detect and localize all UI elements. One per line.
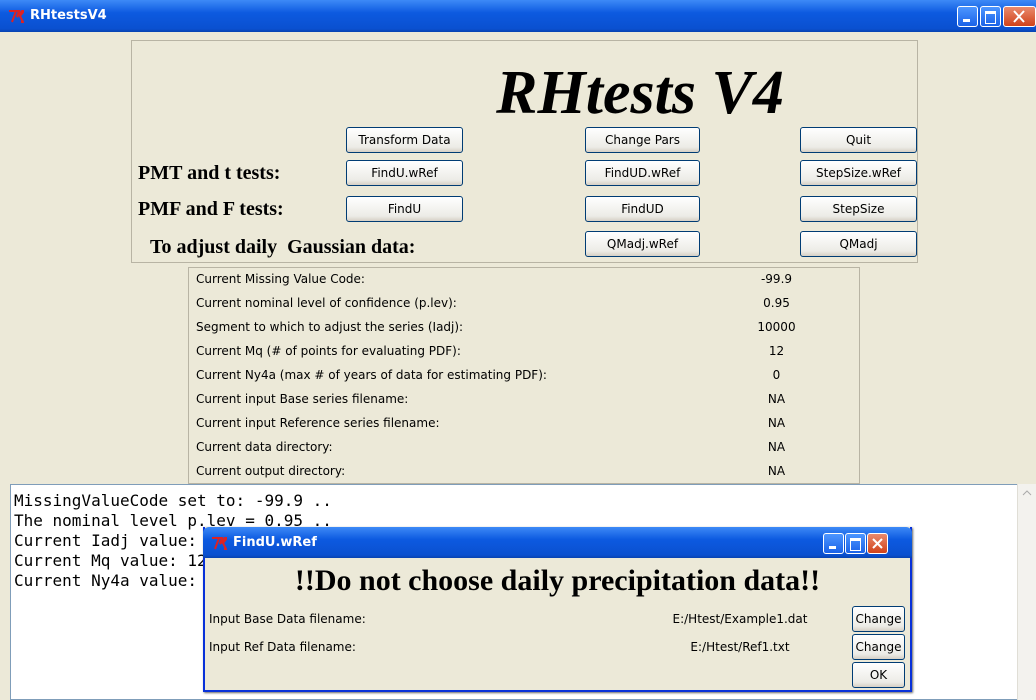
setting-value: NA <box>767 440 786 454</box>
setting-value: 10000 <box>757 320 796 334</box>
title-bar: RHtestsV4 <box>0 0 1036 32</box>
setting-value: 0.95 <box>763 296 790 310</box>
button[interactable]: StepSize.wRef <box>800 160 917 186</box>
button[interactable]: StepSize <box>800 196 917 222</box>
table-row: Current output directory: NA <box>189 460 859 484</box>
dialog-heading: !!Do not choose daily precipitation data… <box>294 564 821 597</box>
button[interactable]: FindU.wRef <box>346 160 463 186</box>
console-line: Current Mq value: 12 <box>14 551 207 570</box>
button[interactable]: FindU <box>346 196 463 222</box>
table-row: Current input Reference series filename:… <box>189 412 859 436</box>
app-icon <box>9 10 24 23</box>
button[interactable]: Quit <box>800 127 917 153</box>
settings-table: Current Missing Value Code: -99.9 Current … <box>188 267 860 484</box>
field-label: Input Ref Data filename: <box>209 640 356 654</box>
setting-label: Segment to which to adjust the series (I… <box>196 320 464 334</box>
setting-label: Current Ny4a (max # of years of data for… <box>196 368 547 382</box>
button[interactable]: Change Pars <box>585 127 700 153</box>
button[interactable]: Change <box>852 606 905 632</box>
setting-label: Current nominal level of confidence (p.l… <box>196 296 457 310</box>
table-row: Current Missing Value Code: -99.9 <box>189 268 859 292</box>
setting-label: Current Missing Value Code: <box>196 272 365 286</box>
setting-label: Current Mq (# of points for evaluating P… <box>196 344 461 358</box>
button[interactable]: QMadj.wRef <box>585 231 700 257</box>
button[interactable]: QMadj <box>800 231 917 257</box>
setting-value: NA <box>767 464 786 478</box>
app-icon <box>212 537 227 550</box>
setting-value: NA <box>767 416 786 430</box>
table-row: Current input Base series filename: NA <box>189 388 859 412</box>
field-value: E:/Htest/Example1.dat <box>672 612 808 626</box>
button[interactable]: FindUD <box>585 196 700 222</box>
console-line: The nominal level p.lev = 0.95 .. <box>14 511 332 530</box>
button[interactable]: Transform Data <box>346 127 463 153</box>
table-row: Current Mq (# of points for evaluating P… <box>189 340 859 364</box>
table-row: Segment to which to adjust the series (I… <box>189 316 859 340</box>
app-heading: RHtests V4 <box>496 59 784 127</box>
console-line: Current Ny4a value: 0 <box>14 571 217 590</box>
setting-label: Current data directory: <box>196 440 333 454</box>
button[interactable]: Change <box>852 634 905 660</box>
minimize-button[interactable] <box>957 6 978 27</box>
button[interactable]: OK <box>852 662 905 688</box>
setting-value: 0 <box>772 368 781 382</box>
setting-label: Current input Base series filename: <box>196 392 409 406</box>
maximize-button[interactable] <box>845 533 866 554</box>
row-label: PMF and F tests: <box>138 198 284 220</box>
row-label: To adjust daily Gaussian data: <box>150 236 416 258</box>
setting-value: -99.9 <box>760 272 793 286</box>
minimize-button[interactable] <box>823 533 844 554</box>
table-row: Current Ny4a (max # of years of data for… <box>189 364 859 388</box>
window-title: RHtestsV4 <box>30 8 107 23</box>
setting-label: Current input Reference series filename: <box>196 416 440 430</box>
field-value: E:/Htest/Ref1.txt <box>690 640 790 654</box>
setting-label: Current output directory: <box>196 464 346 478</box>
dialog-title-bar: FindU.wRef <box>203 527 912 558</box>
scrollbar[interactable] <box>1017 484 1036 700</box>
setting-value: NA <box>767 392 786 406</box>
maximize-button[interactable] <box>980 6 1001 27</box>
table-row: Current data directory: NA <box>189 436 859 460</box>
table-row: Current nominal level of confidence (p.l… <box>189 292 859 316</box>
control-panel <box>131 40 918 263</box>
row-label: PMT and t tests: <box>138 162 281 184</box>
close-button[interactable] <box>1003 6 1036 27</box>
dialog-title: FindU.wRef <box>233 535 317 550</box>
button[interactable]: FindUD.wRef <box>585 160 700 186</box>
console-line: MissingValueCode set to: -99.9 .. <box>14 491 332 510</box>
setting-value: 12 <box>768 344 785 358</box>
field-label: Input Base Data filename: <box>209 612 366 626</box>
close-button[interactable] <box>867 533 888 554</box>
